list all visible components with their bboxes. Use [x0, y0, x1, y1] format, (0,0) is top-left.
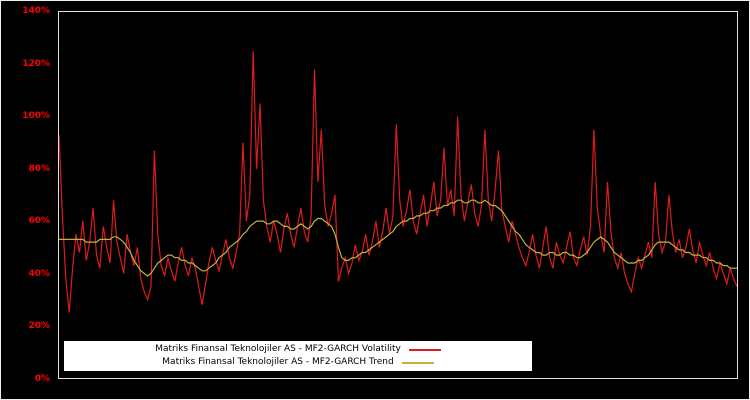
y-axis-tick-label: 20% [28, 321, 50, 332]
y-axis-tick-label: 140% [22, 6, 50, 16]
y-axis-tick-label: 40% [28, 268, 50, 279]
legend-item-trend: Matriks Finansal Teknolojiler AS - MF2-G… [64, 357, 532, 368]
legend: Matriks Finansal Teknolojiler AS - MF2-G… [64, 341, 532, 371]
plot-frame: Matriks Finansal Teknolojiler AS - MF2-G… [58, 11, 738, 379]
legend-label-volatility: Matriks Finansal Teknolojiler AS - MF2-G… [155, 344, 401, 354]
volatility-line [59, 51, 737, 313]
legend-item-volatility: Matriks Finansal Teknolojiler AS - MF2-G… [64, 344, 532, 355]
y-axis-tick-label: 120% [22, 58, 50, 69]
y-axis: 0% 20% 40% 60% 80% 100% 120% 140% [1, 6, 53, 384]
y-axis-tick-label: 100% [22, 111, 50, 122]
y-axis-tick-label: 0% [34, 374, 50, 384]
plot-svg [59, 51, 737, 313]
y-axis-tick-label: 60% [28, 216, 50, 227]
legend-label-trend: Matriks Finansal Teknolojiler AS - MF2-G… [162, 357, 394, 367]
legend-line-sample-trend [401, 361, 434, 364]
legend-line-sample-volatility [408, 348, 441, 351]
y-axis-tick-label: 80% [28, 163, 50, 174]
trend-line [59, 199, 737, 277]
